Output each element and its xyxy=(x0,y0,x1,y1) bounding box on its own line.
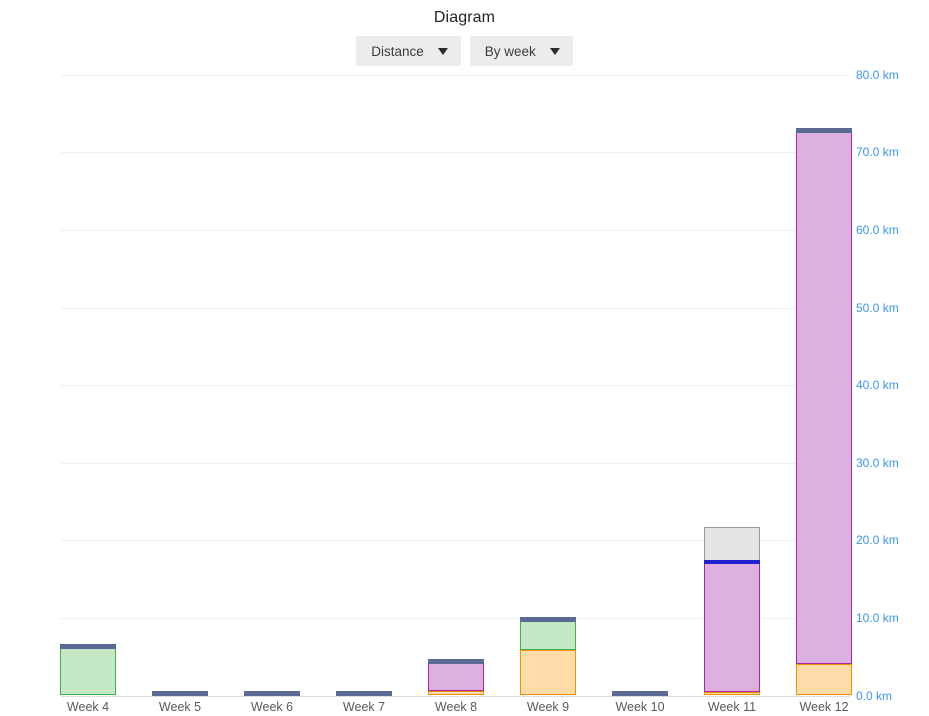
bar-segment-gray xyxy=(704,527,760,562)
period-dropdown[interactable]: By week xyxy=(469,36,573,66)
period-dropdown-label: By week xyxy=(484,43,536,59)
gridline xyxy=(61,74,850,76)
bar-segment-orange xyxy=(520,650,576,695)
bar-cap-marker xyxy=(244,691,300,696)
metric-dropdown[interactable]: Distance xyxy=(356,36,461,66)
bar-segment-green xyxy=(520,621,576,650)
bar-segment-orange xyxy=(428,691,484,695)
x-axis-tick-label: Week 12 xyxy=(799,700,849,714)
chevron-down-icon xyxy=(549,47,560,55)
gridline xyxy=(61,617,850,619)
y-axis-tick-label: 40.0 km xyxy=(856,378,899,393)
bar-segment-orange xyxy=(796,663,852,695)
bar-cap-marker xyxy=(336,691,392,696)
bar-cap-marker xyxy=(152,691,208,696)
bar-week-7[interactable] xyxy=(336,690,392,696)
bar-divider-marker xyxy=(704,559,760,564)
bar-week-8[interactable] xyxy=(428,659,484,695)
bar-cap-marker xyxy=(520,617,576,623)
y-axis-tick-label: 20.0 km xyxy=(856,533,899,548)
bar-week-4[interactable] xyxy=(60,644,116,695)
bar-segment-purple xyxy=(796,131,852,664)
x-axis-tick-label: Week 9 xyxy=(526,700,570,714)
gridline xyxy=(61,385,850,387)
x-axis-tick-label: Week 5 xyxy=(158,700,202,714)
chevron-down-icon xyxy=(437,47,448,55)
bar-week-12[interactable] xyxy=(796,127,852,695)
gridline xyxy=(61,152,850,154)
x-axis-tick-label: Week 10 xyxy=(615,700,665,714)
x-axis-tick-label: Week 4 xyxy=(66,700,110,714)
bar-cap-marker xyxy=(612,691,668,696)
x-axis-tick-label: Week 11 xyxy=(707,700,757,714)
bar-segment-purple xyxy=(428,663,484,692)
bar-week-9[interactable] xyxy=(520,617,576,695)
bar-week-11[interactable] xyxy=(704,527,760,695)
y-axis-tick-label: 10.0 km xyxy=(856,610,899,625)
gridline xyxy=(61,462,850,464)
gridline xyxy=(61,307,850,309)
bar-cap-marker xyxy=(796,127,852,133)
gridline xyxy=(61,229,850,231)
metric-dropdown-label: Distance xyxy=(371,43,424,59)
chart-controls: Distance By week xyxy=(0,36,929,66)
x-axis-tick-label: Week 6 xyxy=(250,700,294,714)
gridline xyxy=(61,540,850,542)
bar-segment-green xyxy=(60,648,116,695)
x-axis-tick-label: Week 8 xyxy=(434,700,478,714)
bar-cap-marker xyxy=(60,644,116,650)
bar-week-10[interactable] xyxy=(612,690,668,696)
y-axis-tick-label: 50.0 km xyxy=(856,300,899,315)
bar-week-6[interactable] xyxy=(244,690,300,696)
bar-week-5[interactable] xyxy=(152,690,208,696)
gridline xyxy=(61,695,850,697)
bar-segment-orange xyxy=(704,691,760,695)
y-axis-tick-label: 0.0 km xyxy=(856,688,893,703)
y-axis-tick-label: 70.0 km xyxy=(856,145,899,160)
y-axis-tick-label: 60.0 km xyxy=(856,222,899,237)
bar-segment-purple xyxy=(704,561,760,692)
page-title: Diagram xyxy=(433,9,496,26)
bar-cap-marker xyxy=(428,659,484,665)
y-axis-tick-label: 80.0 km xyxy=(856,67,899,82)
x-axis-tick-label: Week 7 xyxy=(342,700,386,714)
y-axis-tick-label: 30.0 km xyxy=(856,455,899,470)
